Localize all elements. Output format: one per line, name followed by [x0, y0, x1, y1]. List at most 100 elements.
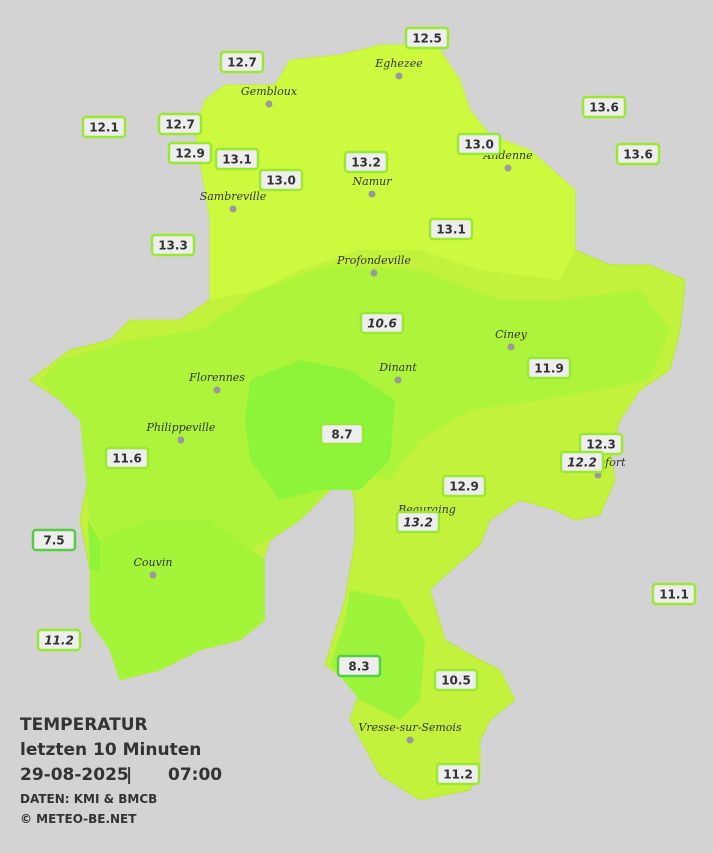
- station-value: 10.5: [441, 674, 471, 688]
- station: 12.7: [219, 50, 265, 74]
- station: 12.9: [167, 141, 213, 165]
- stations: 12.5 12.7 12.1 12.7 13.6 13.0 13.6 12.9 13.1 13.2…: [31, 26, 697, 786]
- station: 11.1: [651, 582, 697, 606]
- station-value: 13.0: [266, 174, 296, 188]
- station: 10.6: [359, 311, 405, 335]
- station-box: [559, 450, 605, 474]
- station-box: [651, 582, 697, 606]
- station: 11.2: [36, 628, 82, 652]
- temperature-zone: [90, 520, 265, 680]
- station: 10.5: [433, 668, 479, 692]
- station-box: [104, 446, 150, 470]
- station: 12.7: [157, 112, 203, 136]
- station: 12.9: [441, 474, 487, 498]
- subtitle: letzten 10 Minuten: [20, 740, 201, 760]
- town-dot: [213, 386, 221, 394]
- copyright: © METEO-BE.NET: [20, 812, 137, 826]
- town-dot: [394, 376, 402, 384]
- station: 7.5: [31, 528, 77, 552]
- town-label: Couvin: [134, 556, 173, 569]
- town-dot: [265, 100, 273, 108]
- station-box: [214, 147, 260, 171]
- station-box: [167, 141, 213, 165]
- town-dot: [177, 436, 185, 444]
- station-box: [615, 142, 661, 166]
- station: 13.6: [581, 95, 627, 119]
- legend: TEMPERATUR letzten 10 Minuten 29-08-2025…: [20, 715, 222, 826]
- station-value: 13.2: [351, 156, 381, 170]
- station: 13.1: [214, 147, 260, 171]
- source: DATEN: KMI & BMCB: [20, 792, 157, 806]
- town-dot: [149, 571, 157, 579]
- station-box: [433, 668, 479, 692]
- station-value: 13.1: [222, 153, 252, 167]
- date: 29-08-2025: [20, 765, 129, 785]
- town-label: Eghezee: [374, 57, 423, 70]
- town-dot: [368, 190, 376, 198]
- station: 8.7: [319, 422, 365, 446]
- title: TEMPERATUR: [20, 715, 148, 735]
- town-dot: [504, 164, 512, 172]
- town-label: Namur: [352, 175, 393, 188]
- station-value: 12.1: [89, 121, 119, 135]
- station-box: [343, 150, 389, 174]
- town-dot: [507, 343, 515, 351]
- station-box: [428, 217, 474, 241]
- station: 13.2: [395, 510, 441, 534]
- station-value: 12.2: [567, 456, 597, 470]
- station: 13.0: [456, 132, 502, 156]
- station-value: 13.6: [623, 148, 653, 162]
- town-dot: [406, 736, 414, 744]
- station: 12.2: [559, 450, 605, 474]
- station-box: [441, 474, 487, 498]
- station-value: 11.2: [44, 634, 74, 648]
- station: 11.9: [526, 356, 572, 380]
- town-label: Profondeville: [336, 254, 411, 267]
- station-box: [526, 356, 572, 380]
- station-box: [456, 132, 502, 156]
- station-value: 13.3: [158, 239, 188, 253]
- town-label: Florennes: [188, 371, 245, 384]
- station-value: 11.2: [443, 768, 473, 782]
- station-box: [31, 528, 77, 552]
- station-value: 8.7: [331, 428, 352, 442]
- station-value: 12.9: [175, 147, 205, 161]
- town-label: Gembloux: [241, 85, 298, 98]
- station: 12.5: [404, 26, 450, 50]
- station-value: 12.9: [449, 480, 479, 494]
- station-value: 10.6: [367, 317, 397, 331]
- station-box: [395, 510, 441, 534]
- town-label: Sambreville: [200, 190, 267, 203]
- station: 11.6: [104, 446, 150, 470]
- station-value: 13.6: [589, 101, 619, 115]
- station-value: 11.6: [112, 452, 142, 466]
- station-value: 11.9: [534, 362, 564, 376]
- station-box: [81, 115, 127, 139]
- station-box: [157, 112, 203, 136]
- station: 12.1: [81, 115, 127, 139]
- station-value: 12.7: [165, 118, 195, 132]
- station: 13.3: [150, 233, 196, 257]
- station: 13.2: [343, 150, 389, 174]
- station: 12.3: [578, 432, 624, 456]
- separator: |: [126, 765, 132, 785]
- time: 07:00: [168, 765, 222, 785]
- station: 8.3: [336, 654, 382, 678]
- town-dot: [370, 269, 378, 277]
- station-value: 12.3: [586, 438, 616, 452]
- station-box: [359, 311, 405, 335]
- town-label: Ciney: [495, 328, 528, 341]
- station: 13.6: [615, 142, 661, 166]
- station: 11.2: [435, 762, 481, 786]
- station-value: 8.3: [348, 660, 369, 674]
- station-value: 7.5: [43, 534, 64, 548]
- town-dot: [229, 205, 237, 213]
- station-box: [581, 95, 627, 119]
- station: 13.1: [428, 217, 474, 241]
- temperature-zone: [88, 520, 100, 570]
- station-box: [36, 628, 82, 652]
- town-label: Vresse-sur-Semois: [358, 721, 462, 734]
- station: 13.0: [258, 168, 304, 192]
- station-value: 12.5: [412, 32, 442, 46]
